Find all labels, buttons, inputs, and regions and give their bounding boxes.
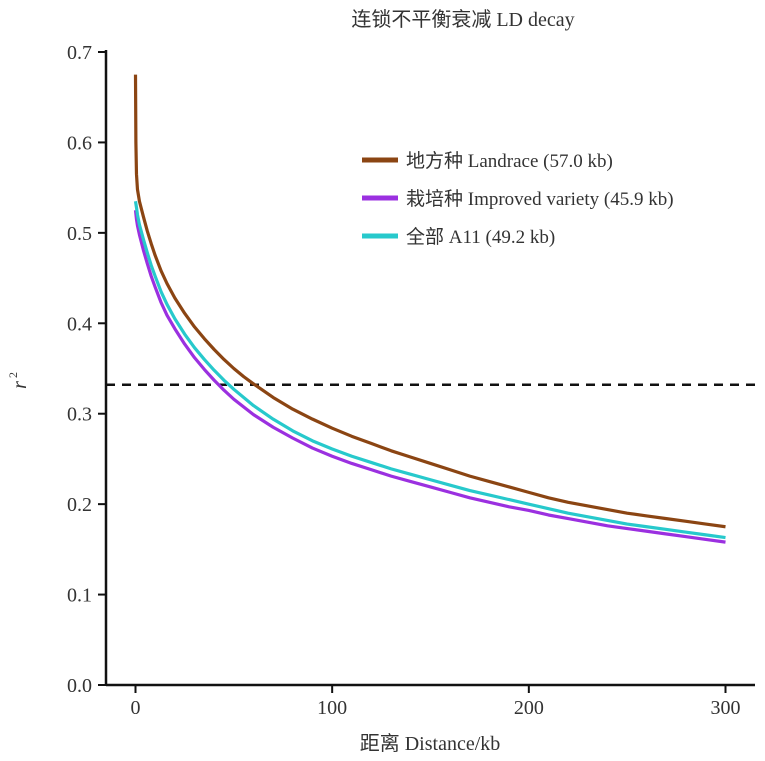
y-tick-label: 0.7 (67, 42, 92, 64)
y-axis-title: r2 (6, 372, 31, 389)
y-tick-label: 0.2 (67, 494, 92, 516)
legend-label-0: 地方种 Landrace (57.0 kb) (406, 150, 613, 172)
chart-title: 连锁不平衡衰减 LD decay (351, 8, 574, 31)
series-line-0 (133, 74, 726, 529)
y-tick-label: 0.6 (67, 132, 92, 154)
y-tick-label: 0.1 (67, 585, 92, 607)
legend: 地方种 Landrace (57.0 kb) 栽培种 Improved varie… (362, 150, 674, 248)
x-tick-label: 200 (514, 697, 544, 719)
legend-label-2: 全部 A11 (49.2 kb) (406, 226, 555, 248)
y-tick-label: 0.0 (67, 675, 92, 697)
series-line-2 (133, 200, 726, 540)
y-tick-label: 0.4 (67, 313, 92, 335)
x-tick-label: 0 (131, 697, 141, 719)
x-axis-title: 距离 Distance/kb (360, 732, 501, 755)
series-group (133, 74, 726, 544)
y-axis-title-base: r (9, 381, 31, 389)
legend-label-1: 栽培种 Improved variety (45.9 kb) (406, 188, 674, 210)
y-axis-title-superscript: 2 (6, 372, 20, 378)
y-tick-label: 0.5 (67, 223, 92, 245)
series-line-1 (133, 210, 726, 544)
y-tick-label: 0.3 (67, 404, 92, 426)
x-tick-label: 100 (317, 697, 347, 719)
axes: 连锁不平衡衰减 LD decay 0.0 0.1 0.2 0.3 0.4 0.5 0.6 0.7… (6, 8, 755, 755)
x-tick-label: 300 (711, 697, 741, 719)
